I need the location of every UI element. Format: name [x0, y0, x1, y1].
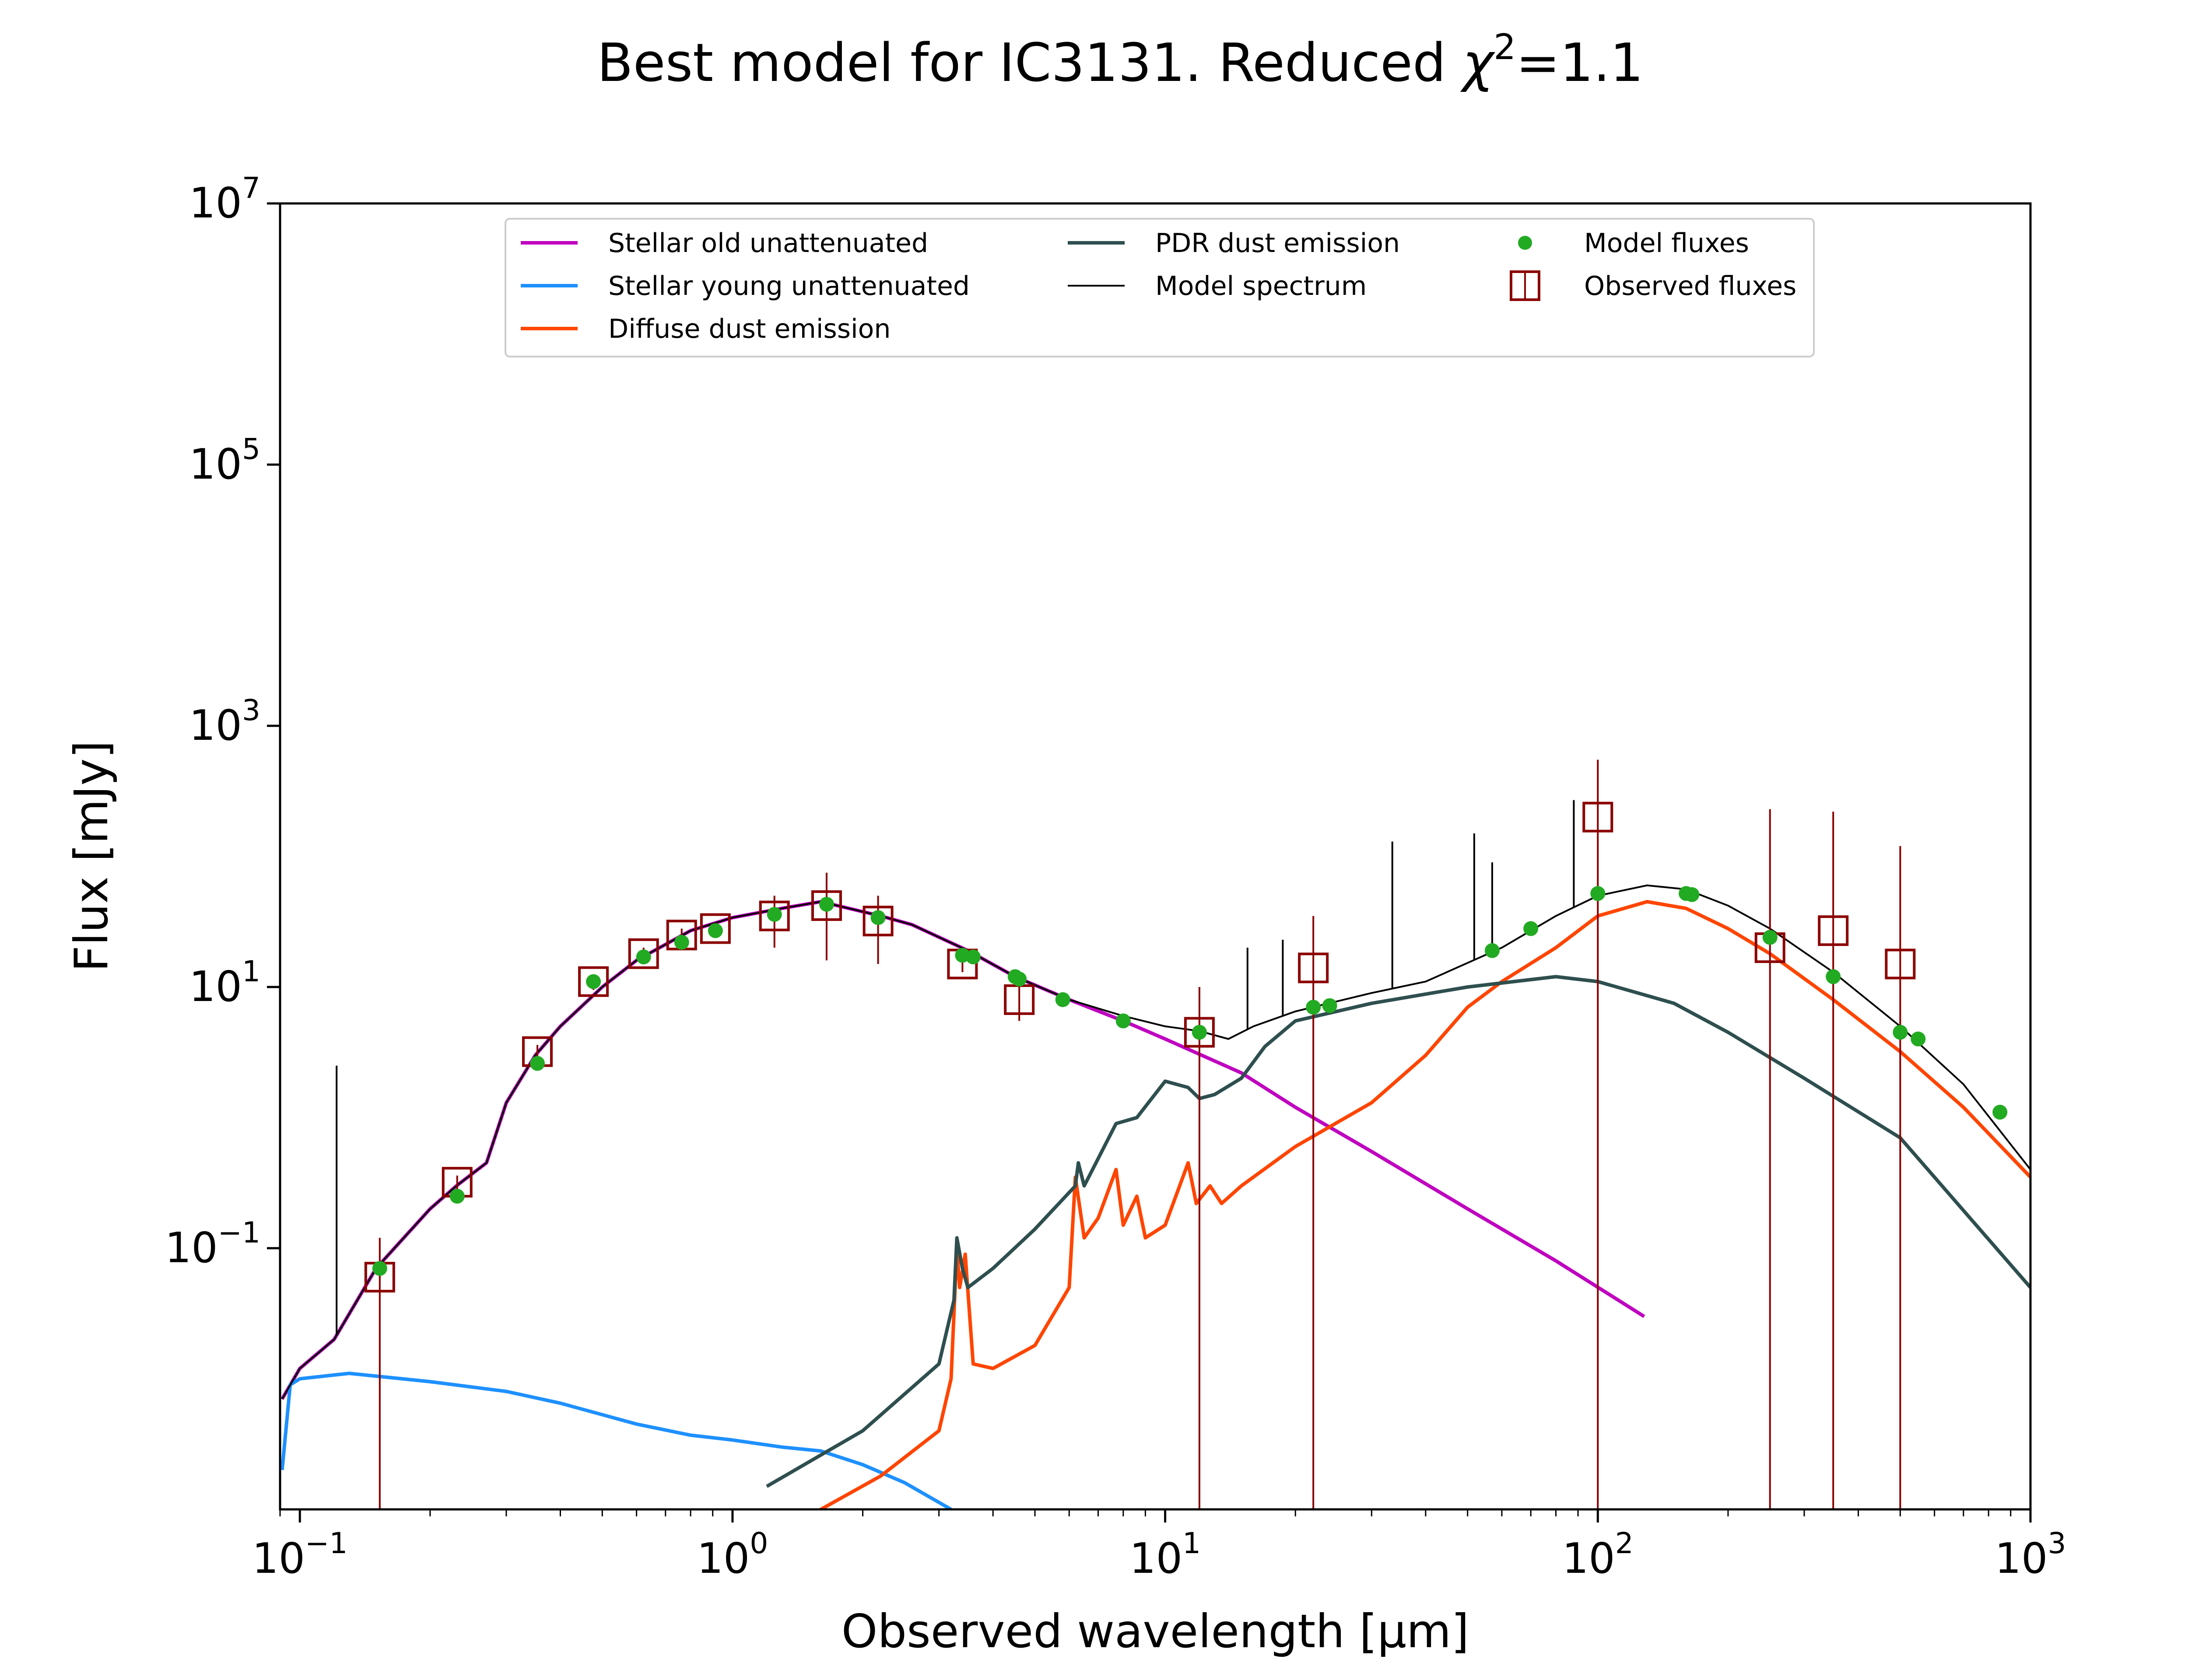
- model-flux-point: [1826, 969, 1841, 984]
- legend-label: PDR dust emission: [1155, 228, 1400, 259]
- x-tick-label: 102: [1562, 1526, 1634, 1583]
- model-flux-point: [1684, 887, 1700, 902]
- series-line-pdr-dust-emission: [766, 975, 2030, 1488]
- legend-item: Stellar old unattenuated: [521, 228, 928, 259]
- observed-flux-marker: [1582, 802, 1613, 833]
- model-flux-point: [1762, 930, 1778, 945]
- legend-label: Observed fluxes: [1584, 271, 1796, 301]
- observed-flux-marker: [1818, 915, 1849, 946]
- observed-flux-point: [863, 896, 894, 964]
- legend-label: Stellar old unattenuated: [608, 228, 928, 259]
- observed-flux-marker: [1298, 952, 1329, 984]
- y-tick-label: 103: [189, 693, 260, 750]
- observed-flux-marker: [1184, 1017, 1215, 1048]
- legend-label: Model fluxes: [1584, 228, 1749, 259]
- series-layer: [280, 884, 2030, 1509]
- model-flux-point: [1484, 943, 1500, 958]
- x-tick-label: 10−1: [252, 1526, 347, 1583]
- y-tick-label: 101: [189, 955, 260, 1011]
- x-axis-ticks: 10−1 100 101 102 103: [252, 1509, 2066, 1583]
- model-flux-point: [449, 1189, 465, 1204]
- model-flux-point: [1306, 1000, 1321, 1015]
- observed-flux-marker: [700, 913, 731, 944]
- observed-flux-point: [1582, 760, 1613, 1509]
- legend-item: Observed fluxes: [1510, 270, 1796, 301]
- observed-flux-point: [1818, 812, 1849, 1509]
- y-axis-label: Flux [mJy]: [65, 741, 118, 972]
- model-flux-point: [1322, 998, 1337, 1013]
- observed-flux-point: [811, 872, 842, 961]
- model-flux-point: [1115, 1013, 1131, 1029]
- model-flux-point: [372, 1261, 387, 1276]
- legend-swatch: [1518, 236, 1532, 250]
- x-tick-label: 101: [1129, 1526, 1201, 1583]
- model-flux-point: [1055, 992, 1070, 1007]
- observed-flux-marker: [811, 890, 842, 921]
- model-flux-point: [1590, 886, 1606, 901]
- legend-label: Stellar young unattenuated: [608, 271, 970, 301]
- model-flux-point: [530, 1056, 545, 1071]
- observed-flux-marker: [628, 938, 659, 969]
- model-flux-point: [767, 906, 782, 922]
- x-tick-label: 103: [1995, 1526, 2066, 1583]
- model-flux-point: [1911, 1031, 1926, 1046]
- y-axis-ticks: 10−1 101 103 105 107: [165, 171, 280, 1272]
- spectral-lines-layer: [336, 800, 1575, 1336]
- legend-label: Model spectrum: [1155, 271, 1367, 301]
- legend-item: Model spectrum: [1068, 271, 1367, 301]
- observed-flux-point: [1184, 987, 1215, 1509]
- model-flux-point: [1893, 1025, 1908, 1040]
- model-flux-point: [586, 974, 601, 989]
- observed-flux-marker: [863, 906, 894, 937]
- observed-flux-point: [1885, 846, 1916, 1509]
- legend-item: PDR dust emission: [1068, 228, 1400, 259]
- legend-box: [505, 218, 1815, 357]
- x-tick-label: 100: [697, 1526, 768, 1583]
- model-flux-point: [636, 949, 651, 965]
- model-flux-point: [1192, 1025, 1207, 1040]
- series-line-model-spectrum: [281, 884, 2030, 1400]
- model-flux-point: [965, 949, 981, 965]
- legend: Stellar old unattenuated Stellar young un…: [505, 218, 1815, 357]
- series-line-stellar-young-unattenuated: [280, 1372, 952, 1509]
- model-fluxes-layer: [372, 886, 2008, 1276]
- observed-flux-marker: [759, 900, 790, 931]
- legend-item: Model fluxes: [1518, 228, 1749, 259]
- legend-item: Diffuse dust emission: [521, 314, 891, 344]
- observed-flux-marker: [1885, 948, 1916, 980]
- x-axis-label: Observed wavelength [μm]: [842, 1605, 1469, 1658]
- model-flux-point: [819, 896, 834, 912]
- chart-title: Best model for IC3131. Reduced χ2=1.1: [597, 27, 1643, 94]
- model-flux-point: [674, 934, 689, 950]
- y-tick-label: 107: [189, 171, 260, 228]
- model-flux-point: [870, 910, 886, 925]
- y-tick-label: 105: [189, 432, 260, 489]
- y-tick-label: 10−1: [165, 1216, 260, 1272]
- observed-flux-point: [1298, 916, 1329, 1509]
- model-flux-point: [708, 923, 723, 938]
- legend-label: Diffuse dust emission: [608, 314, 891, 344]
- plot-frame: [279, 202, 2032, 1511]
- model-flux-point: [1523, 921, 1539, 936]
- model-flux-point: [1992, 1105, 2008, 1120]
- model-flux-point: [1012, 971, 1027, 987]
- observed-flux-marker: [578, 966, 609, 997]
- legend-item: Stellar young unattenuated: [521, 271, 970, 301]
